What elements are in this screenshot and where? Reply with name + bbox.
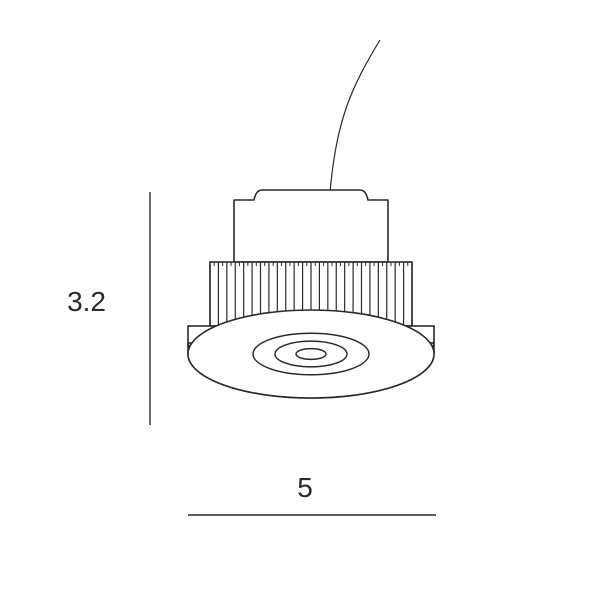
width-label: 5 [297,472,313,503]
wire [330,40,380,193]
technical-drawing: 3.25 [0,0,600,600]
height-label: 3.2 [67,286,106,317]
driver-housing [234,190,388,262]
lens-assembly [188,310,434,398]
